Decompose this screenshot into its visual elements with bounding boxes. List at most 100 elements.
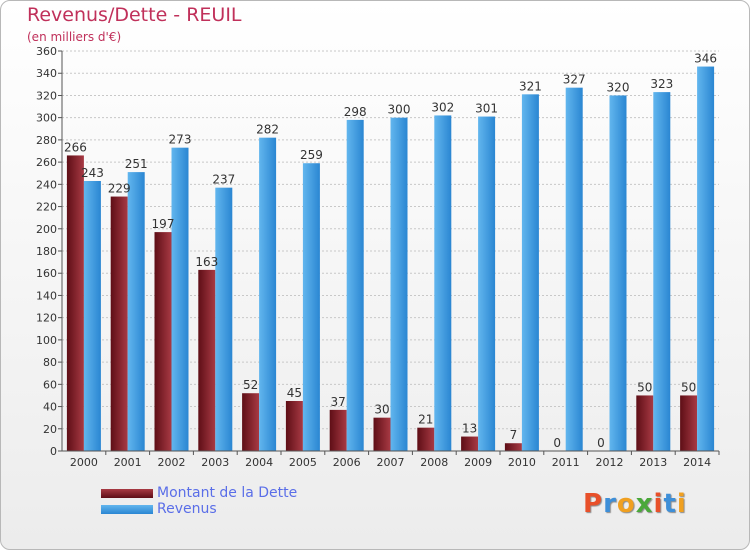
- data-label-dette: 50: [637, 380, 652, 394]
- x-tick-label: 2006: [333, 456, 361, 469]
- axes: 0 20 40 60 80 100 120 140 160 180 200 220 240 260 280 3…: [36, 45, 720, 469]
- data-label-dette: 266: [64, 140, 87, 154]
- legend-swatch-revenus: [101, 505, 153, 514]
- x-tick-label: 2008: [420, 456, 448, 469]
- legend-swatch-dette: [101, 489, 153, 498]
- bar-revenus: [127, 172, 145, 451]
- y-tick-label: 140: [36, 289, 57, 302]
- x-tick-label: 2010: [508, 456, 536, 469]
- data-label-revenus: 273: [169, 133, 192, 147]
- x-tick-label: 2011: [552, 456, 580, 469]
- data-label-dette: 163: [195, 255, 218, 269]
- x-tick-label: 2009: [464, 456, 492, 469]
- x-tick-label: 2013: [639, 456, 667, 469]
- bar-dette: [66, 155, 84, 451]
- y-tick-label: 320: [36, 89, 57, 102]
- data-label-revenus: 323: [650, 77, 673, 91]
- y-tick-label: 220: [36, 201, 57, 214]
- logo-letter: r: [603, 489, 617, 519]
- bars: [66, 66, 715, 452]
- bar-revenus: [302, 163, 320, 451]
- data-label-revenus: 321: [519, 79, 542, 93]
- data-label-dette: 45: [287, 386, 302, 400]
- data-label-dette: 229: [108, 182, 131, 196]
- bar-revenus: [259, 137, 277, 451]
- x-tick-label: 2005: [289, 456, 317, 469]
- bar-dette: [154, 232, 172, 451]
- y-tick-label: 260: [36, 156, 57, 169]
- data-label-revenus: 300: [388, 103, 411, 117]
- x-tick-label: 2004: [245, 456, 273, 469]
- data-label-revenus: 301: [475, 102, 498, 116]
- data-label-dette: 0: [597, 436, 605, 450]
- proxiti-logo: Proxiti: [583, 489, 687, 519]
- bar-dette: [636, 395, 654, 451]
- y-tick-label: 200: [36, 223, 57, 236]
- legend-label-revenus: Revenus: [157, 501, 217, 517]
- y-tick-label: 20: [43, 423, 57, 436]
- data-label-dette: 21: [418, 413, 433, 427]
- y-tick-label: 240: [36, 178, 57, 191]
- logo-letter: o: [616, 489, 636, 519]
- bar-revenus: [83, 181, 101, 451]
- data-label-dette: 197: [152, 217, 175, 231]
- y-tick-label: 60: [43, 378, 57, 391]
- y-tick-label: 340: [36, 67, 57, 80]
- logo-letter: t: [663, 489, 677, 519]
- bar-revenus: [434, 115, 452, 451]
- y-tick-label: 160: [36, 267, 57, 280]
- bar-dette: [285, 401, 303, 451]
- data-label-dette: 37: [331, 395, 346, 409]
- data-label-revenus: 243: [81, 166, 104, 180]
- bar-revenus: [565, 87, 583, 452]
- data-label-dette: 50: [681, 380, 696, 394]
- x-tick-label: 2000: [70, 456, 98, 469]
- data-label-revenus: 282: [256, 123, 279, 137]
- bar-dette: [110, 196, 128, 451]
- bar-dette: [504, 443, 522, 451]
- data-label-dette: 30: [374, 403, 389, 417]
- data-label-revenus: 251: [125, 157, 148, 171]
- y-tick-label: 300: [36, 112, 57, 125]
- bar-revenus: [390, 117, 408, 452]
- data-label-dette: 52: [243, 378, 258, 392]
- data-label-revenus: 298: [344, 105, 367, 119]
- data-label-dette: 13: [462, 422, 477, 436]
- legend-label-dette: Montant de la Dette: [157, 485, 298, 501]
- bar-dette: [680, 395, 698, 451]
- chart-title: Revenus/Dette - REUIL: [27, 4, 242, 26]
- data-label-revenus: 327: [563, 73, 586, 87]
- x-tick-label: 2012: [596, 456, 624, 469]
- bar-revenus: [171, 147, 189, 451]
- logo-letter: x: [635, 489, 654, 519]
- x-tick-label: 2003: [201, 456, 229, 469]
- bar-dette: [329, 409, 347, 451]
- y-tick-label: 100: [36, 334, 57, 347]
- x-tick-label: 2002: [158, 456, 186, 469]
- bar-dette: [417, 427, 435, 451]
- logo-letter: i: [676, 489, 687, 519]
- bar-revenus: [697, 66, 715, 452]
- bar-revenus: [215, 187, 233, 451]
- data-labels: 266 243 229 251 197 273 163 237 52 282 45 259 37 298 3…: [64, 52, 717, 450]
- y-tick-label: 180: [36, 245, 57, 258]
- data-label-revenus: 346: [694, 52, 717, 66]
- x-tick-label: 2014: [683, 456, 711, 469]
- y-tick-label: 80: [43, 356, 57, 369]
- x-tick-label: 2007: [377, 456, 405, 469]
- bar-dette: [373, 417, 391, 451]
- data-label-revenus: 302: [431, 100, 454, 114]
- bar-revenus: [521, 94, 539, 451]
- x-tick-label: 2001: [114, 456, 142, 469]
- y-tick-label: 0: [50, 445, 57, 458]
- data-label-revenus: 320: [607, 80, 630, 94]
- bar-dette: [198, 269, 216, 451]
- data-label-revenus: 259: [300, 148, 323, 162]
- y-tick-label: 360: [36, 45, 57, 58]
- bar-revenus: [609, 95, 627, 451]
- bar-revenus: [653, 92, 671, 451]
- logo-letter: P: [583, 489, 604, 519]
- y-tick-label: 120: [36, 312, 57, 325]
- chart-subtitle: (en milliers d'€): [27, 30, 122, 44]
